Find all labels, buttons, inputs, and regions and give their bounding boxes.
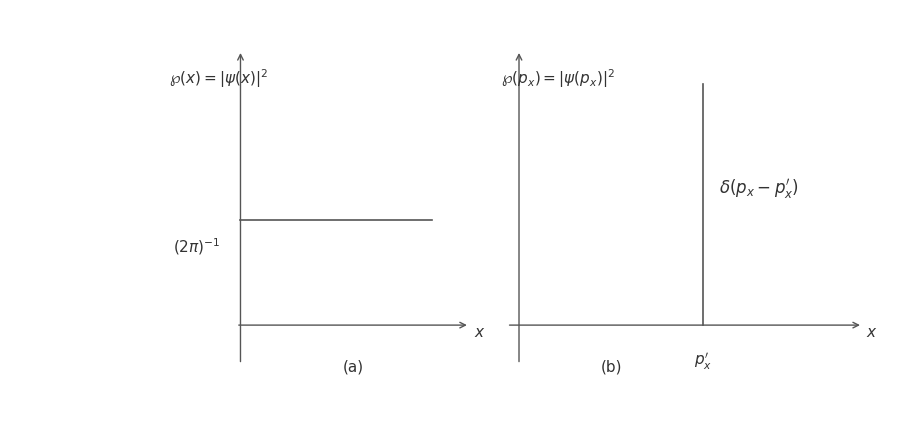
Text: $\delta(p_x - p_x')$: $\delta(p_x - p_x')$	[718, 177, 798, 201]
Text: $(2\pi)^{-1}$: $(2\pi)^{-1}$	[173, 236, 220, 257]
Text: $\wp(x) = |\psi(x)|^2$: $\wp(x) = |\psi(x)|^2$	[169, 68, 268, 90]
Text: (b): (b)	[601, 360, 622, 374]
Text: (a): (a)	[343, 360, 363, 374]
Text: $x$: $x$	[475, 325, 485, 341]
Text: $x$: $x$	[866, 325, 877, 341]
Text: $\wp(p_x) = |\psi(p_x)|^2$: $\wp(p_x) = |\psi(p_x)|^2$	[501, 68, 615, 90]
Text: $p_x'$: $p_x'$	[694, 351, 712, 372]
